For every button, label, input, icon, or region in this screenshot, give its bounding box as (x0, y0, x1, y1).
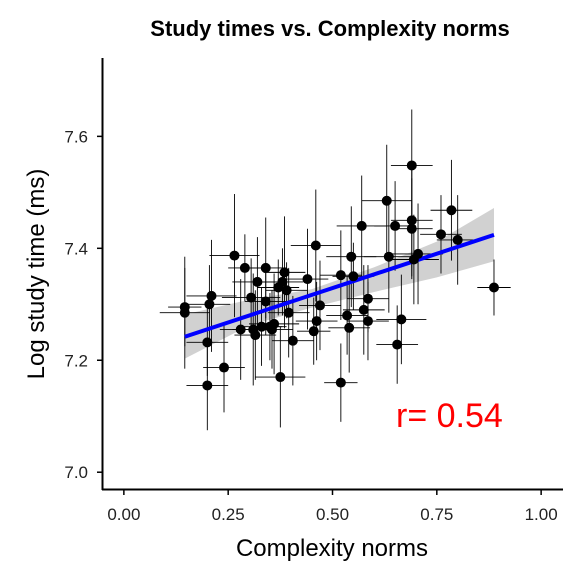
data-points (179, 160, 499, 391)
data-point (446, 205, 457, 216)
x-tick-label: 0.75 (420, 505, 453, 524)
chart-title: Study times vs. Complexity norms (150, 16, 509, 41)
data-point (269, 318, 280, 329)
y-tick-label: 7.6 (64, 127, 88, 146)
error-bars (159, 109, 511, 431)
data-point (252, 276, 263, 287)
data-point (346, 251, 357, 262)
axis-ticks: 0.00 0.25 0.50 0.75 1.00 7.0 7.2 7.4 7.6 (64, 127, 557, 524)
data-point (308, 326, 319, 337)
data-point (488, 282, 499, 293)
regression-line (184, 232, 495, 339)
x-tick-label: 0.50 (316, 505, 349, 524)
data-point (406, 223, 417, 234)
data-point (383, 251, 394, 262)
data-point (206, 290, 217, 301)
data-point (344, 322, 355, 333)
data-point (392, 339, 403, 350)
data-point (358, 304, 369, 315)
correlation-annotation: r= 0.54 (396, 397, 503, 435)
data-point (356, 220, 367, 231)
data-point (283, 307, 294, 318)
data-point (452, 234, 463, 245)
data-point (335, 270, 346, 281)
data-point (219, 362, 230, 373)
y-tick-label: 7.4 (64, 239, 88, 258)
data-point (362, 316, 373, 327)
data-point (202, 337, 213, 348)
data-point (235, 324, 246, 335)
y-tick-label: 7.2 (64, 351, 88, 370)
data-point (435, 229, 446, 240)
data-point (310, 240, 321, 251)
data-point (287, 335, 298, 346)
data-point (362, 293, 373, 304)
data-point (396, 314, 407, 325)
x-tick-label: 0.25 (212, 505, 245, 524)
data-point (275, 372, 286, 383)
data-point (179, 307, 190, 318)
data-point (277, 276, 288, 287)
data-point (202, 380, 213, 391)
data-point (302, 274, 313, 285)
data-point (406, 215, 417, 226)
x-tick-label: 0.00 (107, 505, 140, 524)
data-point (279, 267, 290, 278)
data-point (260, 262, 271, 273)
data-point (229, 250, 240, 261)
x-tick-label: 1.00 (525, 505, 558, 524)
data-point (204, 299, 215, 310)
data-point (246, 292, 257, 303)
plot-area (159, 109, 511, 431)
data-point (260, 296, 271, 307)
data-point (390, 220, 401, 231)
data-point (281, 285, 292, 296)
data-point (314, 300, 325, 311)
y-tick-label: 7.0 (64, 463, 88, 482)
y-axis-title: Log study time (ms) (23, 169, 50, 380)
data-point (381, 195, 392, 206)
data-point (413, 248, 424, 259)
data-point (256, 321, 267, 332)
data-point (406, 160, 417, 171)
data-point (348, 271, 359, 282)
data-point (335, 377, 346, 388)
data-point (250, 330, 261, 341)
x-axis-title: Complexity norms (236, 535, 428, 562)
data-point (342, 310, 353, 321)
data-point (311, 316, 322, 327)
confidence-band (184, 208, 495, 359)
data-point (239, 262, 250, 273)
